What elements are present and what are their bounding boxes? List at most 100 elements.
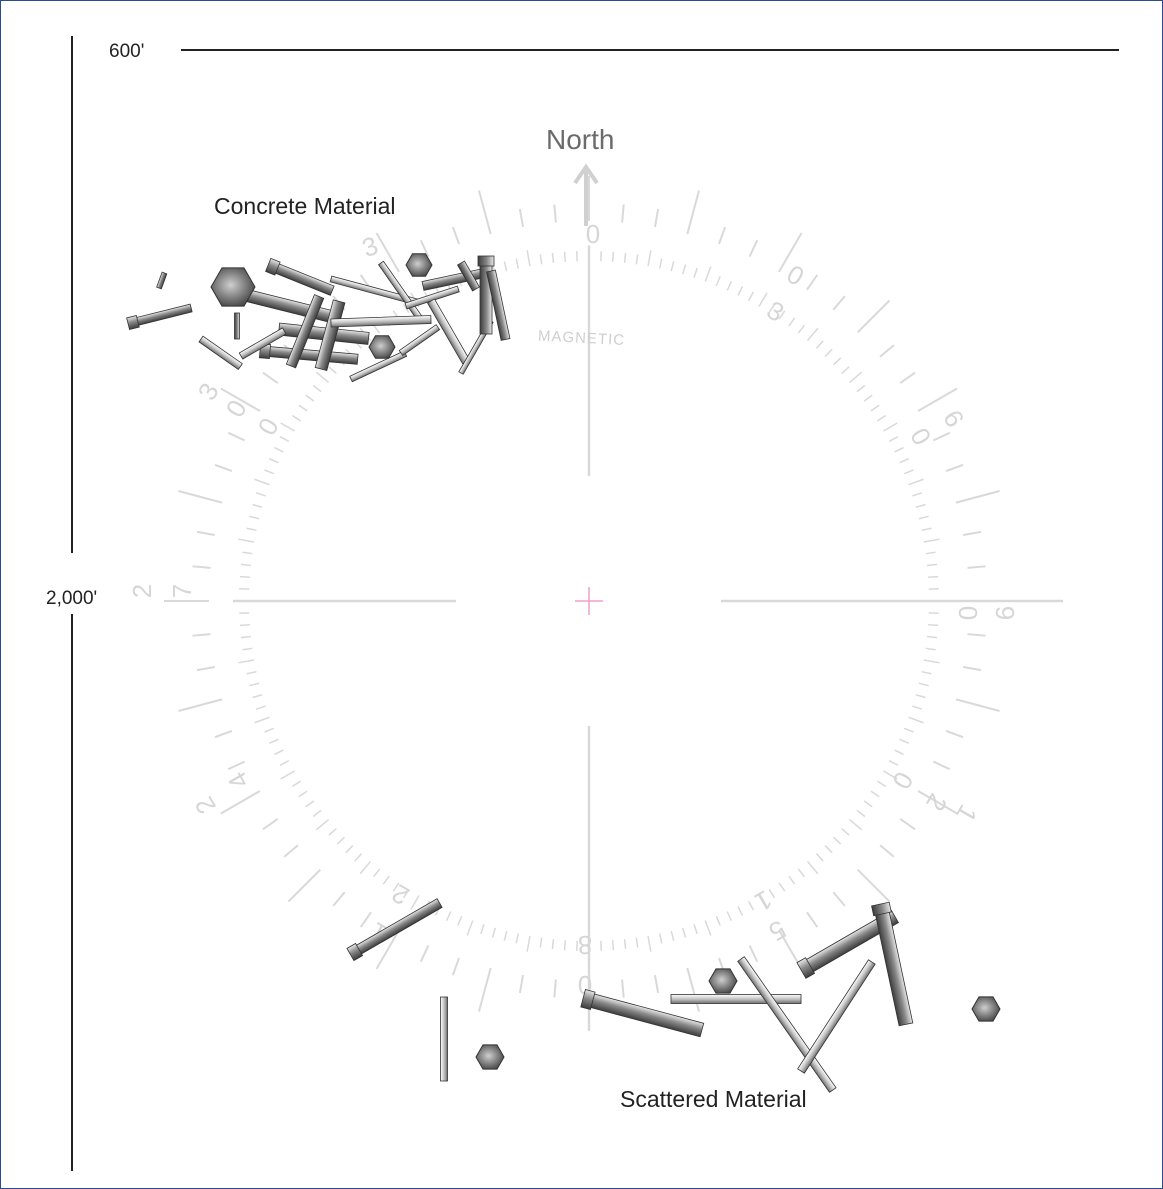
dial-fine-tick bbox=[315, 818, 330, 831]
dial-fine-tick bbox=[280, 770, 295, 780]
dial-major-tick bbox=[478, 190, 492, 235]
dial-fine-tick bbox=[392, 882, 400, 892]
debris-rod bbox=[239, 287, 340, 325]
dial-major-tick bbox=[955, 490, 1000, 504]
debris-rod bbox=[238, 327, 287, 360]
dial-fine-tick bbox=[927, 563, 938, 567]
dial-fine-tick bbox=[888, 436, 899, 443]
magnetic-label: MAGNETIC bbox=[538, 327, 626, 349]
dial-number: 1 bbox=[750, 884, 778, 917]
dial-fine-tick bbox=[856, 809, 866, 818]
debris-rod bbox=[477, 255, 495, 335]
dial-major-tick bbox=[917, 387, 958, 412]
debris-rod bbox=[737, 956, 837, 1093]
dial-major-tick bbox=[178, 490, 223, 504]
dial-fine-tick bbox=[382, 875, 390, 885]
dial-fine-tick bbox=[298, 790, 308, 798]
dial-major-tick bbox=[621, 979, 625, 998]
debris-hex-nut bbox=[405, 253, 433, 277]
dial-number: 0 bbox=[586, 219, 600, 249]
debris-hex-nut bbox=[210, 267, 256, 307]
north-label: North bbox=[546, 124, 614, 155]
dial-fine-tick bbox=[410, 895, 420, 910]
dial-fine-tick bbox=[255, 492, 266, 497]
dial-fine-tick bbox=[758, 895, 768, 910]
dial-number: 0 bbox=[252, 413, 285, 441]
dial-fine-tick bbox=[863, 394, 873, 402]
dial-fine-tick bbox=[238, 538, 255, 543]
dial-fine-tick bbox=[778, 310, 786, 320]
dial-fine-tick bbox=[870, 790, 880, 798]
debris-rod bbox=[156, 271, 168, 290]
dial-fine-tick bbox=[255, 705, 266, 710]
dial-major-tick bbox=[553, 979, 557, 998]
dial-fine-tick bbox=[899, 457, 910, 464]
dial-major-tick bbox=[419, 944, 430, 963]
dial-major-tick bbox=[879, 344, 895, 358]
dial-fine-tick bbox=[918, 515, 929, 520]
dial-major-tick bbox=[287, 868, 322, 903]
dial-fine-tick bbox=[526, 935, 531, 952]
dial-fine-tick bbox=[611, 940, 615, 951]
dial-fine-tick bbox=[681, 927, 687, 938]
dial-fine-tick bbox=[445, 911, 452, 922]
dial-fine-tick bbox=[345, 845, 354, 854]
dial-fine-tick bbox=[925, 647, 936, 651]
dial-fine-tick bbox=[239, 575, 250, 579]
dial-fine-tick bbox=[848, 818, 863, 831]
dial-fine-tick bbox=[239, 623, 250, 627]
dial-fine-tick bbox=[254, 716, 270, 724]
dial-fine-tick bbox=[635, 254, 639, 265]
dial-fine-tick bbox=[268, 457, 279, 464]
dial-number: 2 bbox=[127, 584, 157, 598]
dial-fine-tick bbox=[658, 933, 663, 944]
dial-major-tick bbox=[932, 760, 951, 771]
dial-fine-tick bbox=[747, 900, 754, 911]
dial-fine-tick bbox=[704, 266, 712, 282]
dial-fine-tick bbox=[291, 414, 302, 422]
dial-major-tick bbox=[963, 530, 982, 536]
dial-major-tick bbox=[967, 565, 986, 569]
dial-fine-tick bbox=[503, 930, 508, 941]
dial-fine-tick bbox=[923, 538, 940, 543]
dial-major-tick bbox=[832, 891, 846, 907]
debris-rod bbox=[234, 312, 240, 340]
dial-fine-tick bbox=[704, 920, 712, 936]
dial-major-tick bbox=[196, 530, 215, 536]
dial-fine-tick bbox=[238, 659, 255, 664]
dial-major-tick bbox=[227, 760, 246, 771]
dial-fine-tick bbox=[491, 927, 497, 938]
dial-major-tick bbox=[220, 387, 261, 412]
dial-fine-tick bbox=[903, 469, 914, 475]
dial-major-tick bbox=[262, 818, 279, 831]
dial-fine-tick bbox=[923, 659, 940, 664]
dial-fine-tick bbox=[658, 258, 663, 269]
dial-fine-tick bbox=[797, 868, 806, 878]
dial-fine-tick bbox=[402, 888, 410, 899]
dial-fine-tick bbox=[726, 911, 733, 922]
dial-fine-tick bbox=[670, 930, 675, 941]
dial-fine-tick bbox=[336, 836, 345, 845]
debris-rod bbox=[670, 994, 802, 1004]
dial-fine-tick bbox=[305, 800, 315, 808]
dial-fine-tick bbox=[908, 478, 924, 486]
dial-major-tick bbox=[178, 698, 223, 712]
dial-major-tick bbox=[553, 204, 557, 223]
dial-fine-tick bbox=[328, 827, 337, 836]
dial-fine-tick bbox=[252, 503, 263, 509]
debris-rod bbox=[265, 257, 335, 296]
dial-fine-tick bbox=[693, 924, 698, 935]
debris-rod bbox=[330, 315, 432, 328]
debris-rod bbox=[198, 335, 243, 370]
dial-fine-tick bbox=[623, 252, 627, 263]
dial-fine-tick bbox=[915, 503, 926, 509]
dial-fine-tick bbox=[824, 348, 833, 357]
debris-hex-nut bbox=[475, 1044, 505, 1070]
dial-fine-tick bbox=[242, 647, 253, 651]
dial-fine-tick bbox=[402, 303, 410, 314]
dial-fine-tick bbox=[894, 446, 904, 453]
dial-fine-tick bbox=[305, 394, 315, 402]
dial-fine-tick bbox=[264, 727, 275, 733]
dial-fine-tick bbox=[918, 682, 929, 687]
dial-major-tick bbox=[945, 463, 964, 472]
